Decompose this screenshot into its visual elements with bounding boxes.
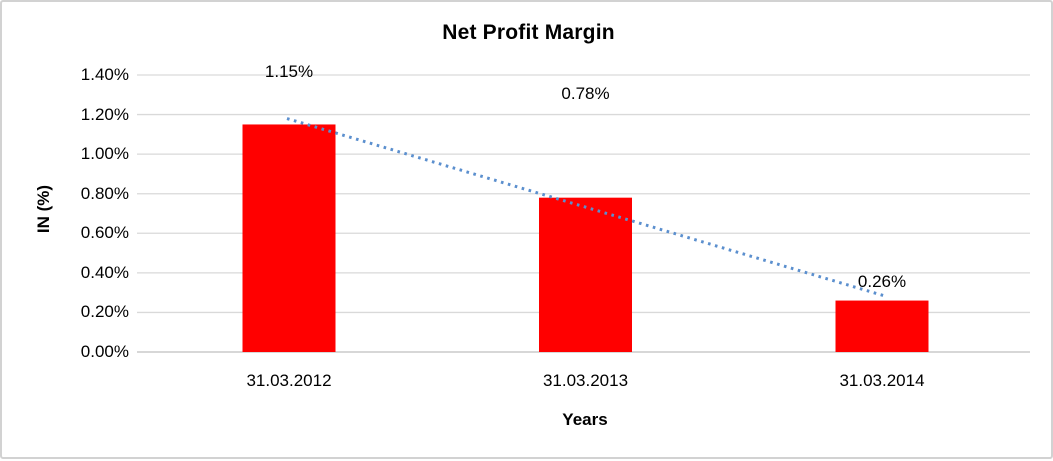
bar-31.03.2013 — [539, 197, 632, 352]
y-tick-label: 1.20% — [80, 104, 129, 124]
y-tick-label: 0.60% — [80, 223, 129, 243]
y-tick-label: 0.00% — [80, 342, 129, 361]
y-tick-label: 0.20% — [80, 302, 129, 322]
x-category-label: 31.03.2013 — [542, 371, 629, 390]
bar-31.03.2012 — [242, 124, 336, 352]
data-label: 0.78% — [561, 84, 610, 103]
y-tick-label: 1.40% — [80, 65, 129, 84]
x-axis-title: Years — [562, 410, 608, 429]
data-label: 1.15% — [264, 62, 314, 81]
y-tick-label: 0.80% — [80, 183, 129, 203]
chart-title: Net Profit Margin — [442, 21, 615, 44]
data-label: 0.26% — [857, 272, 907, 291]
bar-31.03.2014 — [835, 300, 929, 352]
y-tick-label: 1.00% — [80, 144, 129, 164]
x-category-label: 31.03.2012 — [246, 371, 332, 390]
y-tick-label: 0.40% — [80, 262, 129, 282]
x-category-label: 31.03.2014 — [839, 371, 925, 390]
